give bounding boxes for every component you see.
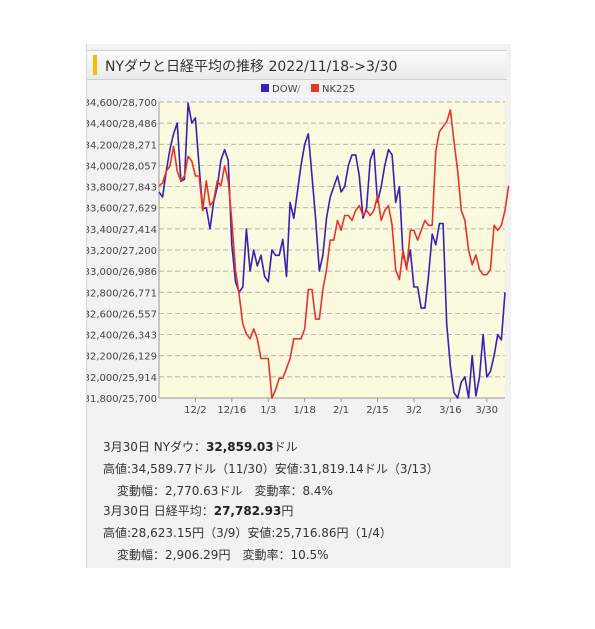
legend-separator: / <box>297 84 301 95</box>
x-tick-label: 3/30 <box>476 405 498 416</box>
x-tick-label: 3/16 <box>439 405 461 416</box>
nk-price-unit: 円 <box>281 504 294 518</box>
y-tick-label: 32,200/26,129 <box>87 352 157 363</box>
chart-panel: NYダウと日経平均の推移 2022/11/18->3/30 34,600/28,… <box>86 44 511 568</box>
y-tick-label: 33,200/27,200 <box>87 246 157 257</box>
y-tick-label: 32,600/26,557 <box>87 309 157 320</box>
x-tick-label: 12/2 <box>184 405 206 416</box>
nk-price-line: 3月30日 日経平均：27,782.93円 <box>103 502 293 519</box>
dow-nk225-line-chart: 34,600/28,700 34,400/28,486 34,200/28,271 3… <box>87 84 510 416</box>
x-tick-label: 12/16 <box>217 405 246 416</box>
y-tick-label: 33,400/27,414 <box>87 225 157 236</box>
series-dow-line <box>158 102 506 399</box>
legend-swatch-dow <box>261 84 269 92</box>
y-tick-label: 34,400/28,486 <box>87 119 157 130</box>
y-tick-label: 34,000/28,057 <box>87 161 157 172</box>
y-tick-label: 33,000/26,986 <box>87 267 157 278</box>
x-tick-label: 1/3 <box>260 405 276 416</box>
x-tick-label: 2/15 <box>366 405 388 416</box>
nk-change-line: 変動幅：2,906.29円 変動率：10.5% <box>117 548 329 562</box>
nk-range-line: 高値:28,623.15円（3/9）安値:25,716.86円（1/4） <box>103 526 392 540</box>
dow-date-label: 3月30日 NYダウ： <box>103 440 207 454</box>
title-accent-bar <box>93 55 97 75</box>
nk-date-label: 3月30日 日経平均： <box>103 504 214 518</box>
nk-price: 27,782.93 <box>213 504 282 518</box>
y-tick-label: 32,000/25,914 <box>87 373 157 384</box>
series-nk225-line <box>158 109 510 399</box>
legend-label-dow: DOW <box>272 84 298 95</box>
legend-label-nk225: NK225 <box>322 84 355 95</box>
dow-range-line: 高値:34,589.77ドル（11/30）安値:31,819.14ドル（3/13… <box>103 462 439 476</box>
y-tick-label: 34,600/28,700 <box>87 98 157 109</box>
y-tick-label: 33,800/27,843 <box>87 183 157 194</box>
dow-change-line: 変動幅：2,770.63ドル 変動率：8.4% <box>117 484 333 498</box>
y-tick-label: 32,800/26,771 <box>87 288 157 299</box>
legend-swatch-nk225 <box>311 84 319 92</box>
y-tick-label: 33,600/27,629 <box>87 204 157 215</box>
title-bar: NYダウと日経平均の推移 2022/11/18->3/30 <box>87 50 507 80</box>
y-tick-label: 31,800/25,700 <box>87 394 157 405</box>
x-tick-label: 2/1 <box>333 405 349 416</box>
y-tick-label: 34,200/28,271 <box>87 140 157 151</box>
dow-price-line: 3月30日 NYダウ：32,859.03ドル <box>103 438 298 455</box>
x-tick-label: 1/18 <box>293 405 315 416</box>
x-tick-label: 3/2 <box>406 405 422 416</box>
dow-price-unit: ドル <box>273 440 298 454</box>
y-tick-label: 32,400/26,343 <box>87 331 157 342</box>
page-title: NYダウと日経平均の推移 2022/11/18->3/30 <box>105 59 398 75</box>
dow-price: 32,859.03 <box>206 440 274 454</box>
